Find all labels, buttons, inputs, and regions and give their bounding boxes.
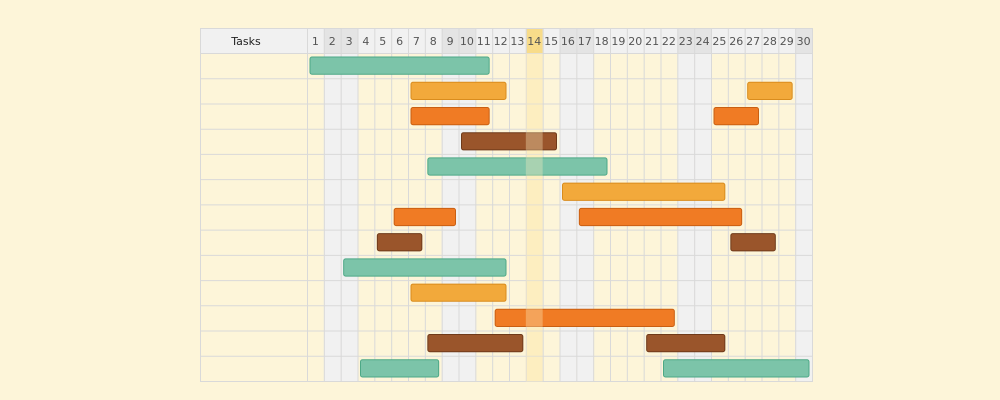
weekend-header-cell	[694, 28, 711, 53]
task-bar-row-4-1	[461, 132, 557, 151]
task-bar-row-1-1	[309, 56, 490, 75]
weekend-column	[795, 53, 812, 382]
day-label-14: 14	[527, 35, 541, 48]
day-label-21: 21	[645, 35, 659, 48]
today-overlay-layer	[525, 53, 543, 382]
day-label-27: 27	[746, 35, 760, 48]
day-label-25: 25	[712, 35, 726, 48]
day-label-23: 23	[679, 35, 693, 48]
day-label-6: 6	[396, 35, 403, 48]
weekend-header-cell	[340, 28, 358, 53]
grid-lines-layer	[200, 28, 813, 382]
day-label-22: 22	[662, 35, 676, 48]
day-label-20: 20	[628, 35, 642, 48]
task-bar-row-6-1	[562, 182, 726, 201]
day-label-4: 4	[362, 35, 369, 48]
day-label-12: 12	[494, 35, 508, 48]
weekend-column	[340, 53, 358, 382]
day-label-9: 9	[447, 35, 454, 48]
day-label-16: 16	[561, 35, 575, 48]
day-label-13: 13	[510, 35, 524, 48]
day-label-5: 5	[379, 35, 386, 48]
weekend-header-cell	[441, 28, 459, 53]
task-bar-row-10-1	[410, 283, 507, 302]
task-bar-row-3-2	[713, 106, 759, 126]
day-label-8: 8	[430, 35, 437, 48]
day-label-2: 2	[329, 35, 336, 48]
weekend-header-cell	[795, 28, 812, 53]
day-label-1: 1	[312, 35, 319, 48]
task-bar-row-8-1	[376, 233, 423, 252]
day-label-17: 17	[578, 35, 592, 48]
task-bar-row-7-1	[393, 207, 457, 227]
gantt-chart: Tasks 1 2 3 4 5 6 7 8 9 10 11 12 13 14 15 16 17 18 19 20 21 2…	[200, 28, 813, 382]
day-label-10: 10	[460, 35, 474, 48]
day-label-24: 24	[696, 35, 710, 48]
gantt-grid: Tasks 1 2 3 4 5 6 7 8 9 10 11 12 13 14 15 16 17 18 19 20 21 2…	[200, 28, 813, 382]
day-label-11: 11	[477, 35, 491, 48]
weekend-header-cell	[576, 28, 594, 53]
task-bar-row-2-2	[747, 81, 793, 100]
task-bar-row-13-2	[663, 359, 810, 378]
day-label-28: 28	[763, 35, 777, 48]
day-label-19: 19	[611, 35, 625, 48]
day-label-7: 7	[413, 35, 420, 48]
header-layer: Tasks 1 2 3 4 5 6 7 8 9 10 11 12 13 14 15 16 17 18 19 20 21 2…	[230, 35, 810, 48]
today-header-cell	[525, 28, 543, 53]
today-highlight-overlay	[525, 53, 543, 382]
day-label-15: 15	[544, 35, 558, 48]
task-bar-row-2-1	[410, 81, 507, 100]
weekend-header-cell	[323, 28, 341, 53]
day-label-18: 18	[595, 35, 609, 48]
task-bar-row-9-1	[343, 258, 507, 277]
weekend-column	[323, 53, 341, 382]
task-bar-row-11-1	[494, 308, 675, 328]
tasks-column-header: Tasks	[230, 35, 261, 48]
task-bar-row-12-1	[427, 334, 524, 353]
task-bar-row-12-2	[646, 334, 726, 353]
weekend-column	[559, 53, 577, 382]
task-bar-row-5-1	[427, 157, 608, 176]
day-label-30: 30	[797, 35, 811, 48]
weekend-header-cell	[677, 28, 695, 53]
day-label-3: 3	[346, 35, 353, 48]
task-bar-row-8-2	[730, 233, 776, 252]
task-bar-row-13-1	[360, 359, 440, 378]
task-bars-layer	[309, 56, 810, 378]
day-label-29: 29	[780, 35, 794, 48]
task-bar-row-7-2	[578, 207, 743, 227]
weekend-header-cell	[559, 28, 577, 53]
task-bar-row-3-1	[410, 106, 490, 126]
day-label-26: 26	[729, 35, 743, 48]
weekend-header-cell	[458, 28, 476, 53]
weekend-column	[458, 53, 476, 382]
